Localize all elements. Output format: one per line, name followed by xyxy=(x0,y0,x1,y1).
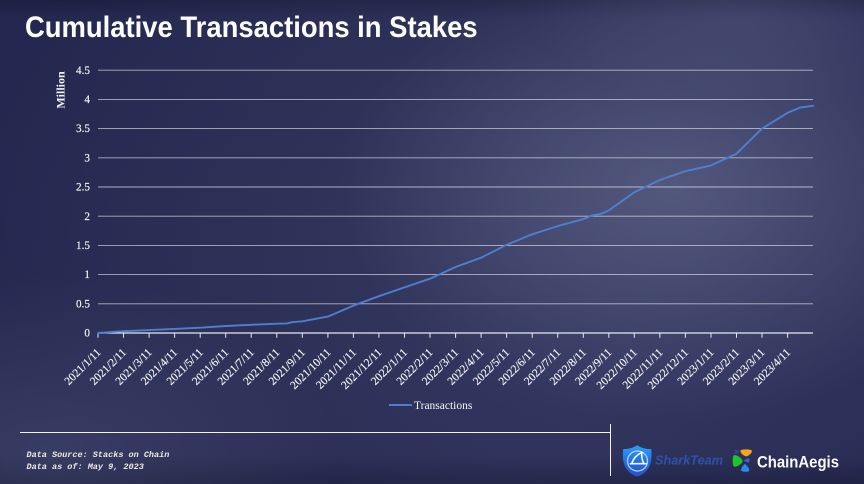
svg-text:4.5: 4.5 xyxy=(76,65,90,77)
svg-text:1.5: 1.5 xyxy=(76,240,90,252)
svg-text:0: 0 xyxy=(84,328,90,340)
svg-text:2: 2 xyxy=(84,211,90,223)
svg-text:4: 4 xyxy=(84,94,90,106)
svg-text:Million: Million xyxy=(54,71,68,109)
svg-text:ChainAegis: ChainAegis xyxy=(757,452,839,471)
svg-text:3: 3 xyxy=(84,152,90,164)
svg-text:0.5: 0.5 xyxy=(76,298,90,310)
svg-text:SharkTeam: SharkTeam xyxy=(655,452,723,467)
svg-text:1: 1 xyxy=(84,269,90,281)
svg-text:3.5: 3.5 xyxy=(76,123,90,135)
svg-text:Transactions: Transactions xyxy=(414,400,473,412)
svg-text:2.5: 2.5 xyxy=(76,182,90,194)
